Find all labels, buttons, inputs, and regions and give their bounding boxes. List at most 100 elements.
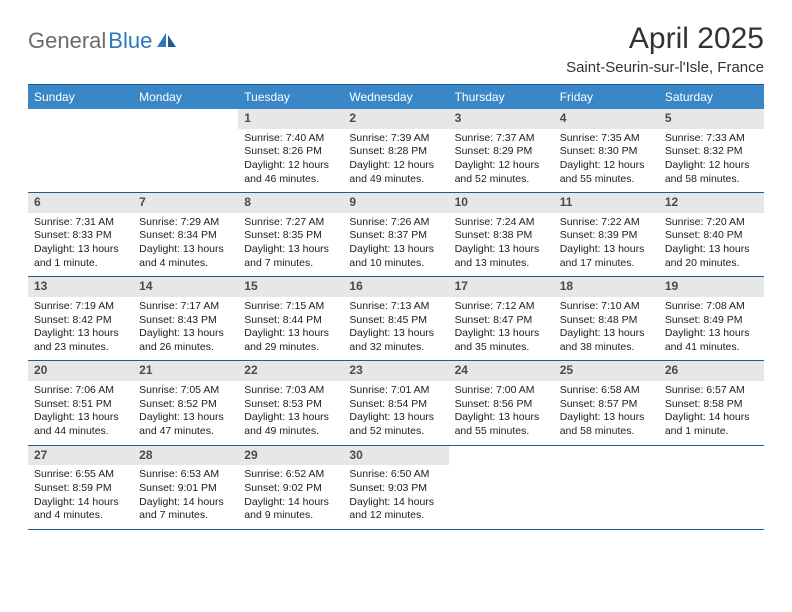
sunset-line: Sunset: 8:30 PM: [560, 145, 653, 159]
daylight-line: Daylight: 13 hours and 58 minutes.: [560, 411, 653, 438]
sunrise-line: Sunrise: 7:13 AM: [349, 300, 442, 314]
month-year-title: April 2025: [566, 22, 764, 55]
day-number: 4: [554, 109, 659, 129]
sunset-line: Sunset: 9:03 PM: [349, 482, 442, 496]
calendar-cell: 12Sunrise: 7:20 AMSunset: 8:40 PMDayligh…: [659, 193, 764, 277]
day-number: 28: [133, 446, 238, 466]
brand-text-general: General: [28, 28, 106, 54]
sunrise-line: Sunrise: 6:50 AM: [349, 468, 442, 482]
sunrise-line: Sunrise: 7:33 AM: [665, 132, 758, 146]
sunset-line: Sunset: 8:40 PM: [665, 229, 758, 243]
sunrise-line: Sunrise: 7:03 AM: [244, 384, 337, 398]
brand-text-blue: Blue: [108, 28, 152, 54]
day-number: 3: [449, 109, 554, 129]
day-number: 25: [554, 361, 659, 381]
day-header: Sunday: [28, 85, 133, 109]
calendar-page: GeneralBlue April 2025 Saint-Seurin-sur-…: [0, 0, 792, 550]
calendar-cell: 15Sunrise: 7:15 AMSunset: 8:44 PMDayligh…: [238, 277, 343, 361]
calendar-cell-empty: [449, 446, 554, 530]
day-header: Wednesday: [343, 85, 448, 109]
sunset-line: Sunset: 8:39 PM: [560, 229, 653, 243]
sunrise-line: Sunrise: 7:22 AM: [560, 216, 653, 230]
sunset-line: Sunset: 8:52 PM: [139, 398, 232, 412]
daylight-line: Daylight: 13 hours and 13 minutes.: [455, 243, 548, 270]
daylight-line: Daylight: 13 hours and 1 minute.: [34, 243, 127, 270]
day-number: 2: [343, 109, 448, 129]
page-header: GeneralBlue April 2025 Saint-Seurin-sur-…: [28, 22, 764, 76]
day-number: 16: [343, 277, 448, 297]
calendar-cell: 18Sunrise: 7:10 AMSunset: 8:48 PMDayligh…: [554, 277, 659, 361]
day-number: 29: [238, 446, 343, 466]
sunset-line: Sunset: 8:43 PM: [139, 314, 232, 328]
sunrise-line: Sunrise: 6:55 AM: [34, 468, 127, 482]
sunrise-line: Sunrise: 7:05 AM: [139, 384, 232, 398]
sunrise-line: Sunrise: 6:52 AM: [244, 468, 337, 482]
calendar-cell-empty: [659, 446, 764, 530]
calendar-cell: 26Sunrise: 6:57 AMSunset: 8:58 PMDayligh…: [659, 361, 764, 445]
calendar-cell: 25Sunrise: 6:58 AMSunset: 8:57 PMDayligh…: [554, 361, 659, 445]
calendar-cell: 17Sunrise: 7:12 AMSunset: 8:47 PMDayligh…: [449, 277, 554, 361]
sunrise-line: Sunrise: 7:06 AM: [34, 384, 127, 398]
sunrise-line: Sunrise: 7:29 AM: [139, 216, 232, 230]
daylight-line: Daylight: 12 hours and 55 minutes.: [560, 159, 653, 186]
calendar-cell: 22Sunrise: 7:03 AMSunset: 8:53 PMDayligh…: [238, 361, 343, 445]
sunrise-line: Sunrise: 7:08 AM: [665, 300, 758, 314]
sunset-line: Sunset: 8:37 PM: [349, 229, 442, 243]
daylight-line: Daylight: 14 hours and 9 minutes.: [244, 496, 337, 523]
daylight-line: Daylight: 12 hours and 52 minutes.: [455, 159, 548, 186]
sunset-line: Sunset: 8:53 PM: [244, 398, 337, 412]
calendar-cell: 19Sunrise: 7:08 AMSunset: 8:49 PMDayligh…: [659, 277, 764, 361]
daylight-line: Daylight: 13 hours and 32 minutes.: [349, 327, 442, 354]
calendar-cell: 28Sunrise: 6:53 AMSunset: 9:01 PMDayligh…: [133, 446, 238, 530]
sunrise-line: Sunrise: 7:39 AM: [349, 132, 442, 146]
day-number: 20: [28, 361, 133, 381]
sunset-line: Sunset: 9:01 PM: [139, 482, 232, 496]
sunset-line: Sunset: 8:38 PM: [455, 229, 548, 243]
calendar-cell: 3 Sunrise: 7:37 AMSunset: 8:29 PMDaylight…: [449, 109, 554, 193]
title-block: April 2025 Saint-Seurin-sur-l'Isle, Fran…: [566, 22, 764, 76]
day-number: 15: [238, 277, 343, 297]
daylight-line: Daylight: 13 hours and 23 minutes.: [34, 327, 127, 354]
sunset-line: Sunset: 8:51 PM: [34, 398, 127, 412]
daylight-line: Daylight: 13 hours and 47 minutes.: [139, 411, 232, 438]
day-header: Thursday: [449, 85, 554, 109]
calendar-cell-empty: [28, 109, 133, 193]
sunrise-line: Sunrise: 7:27 AM: [244, 216, 337, 230]
calendar-cell: 8Sunrise: 7:27 AMSunset: 8:35 PMDaylight…: [238, 193, 343, 277]
sunrise-line: Sunrise: 7:12 AM: [455, 300, 548, 314]
sunrise-line: Sunrise: 7:10 AM: [560, 300, 653, 314]
sunset-line: Sunset: 8:33 PM: [34, 229, 127, 243]
daylight-line: Daylight: 13 hours and 26 minutes.: [139, 327, 232, 354]
sunrise-line: Sunrise: 7:31 AM: [34, 216, 127, 230]
sunset-line: Sunset: 8:56 PM: [455, 398, 548, 412]
sunrise-line: Sunrise: 7:37 AM: [455, 132, 548, 146]
calendar-cell: 20 Sunrise: 7:06 AMSunset: 8:51 PMDayligh…: [28, 361, 133, 445]
sunrise-line: Sunrise: 6:53 AM: [139, 468, 232, 482]
day-number: 27: [28, 446, 133, 466]
day-number: 24: [449, 361, 554, 381]
calendar-cell: 24Sunrise: 7:00 AMSunset: 8:56 PMDayligh…: [449, 361, 554, 445]
day-header: Monday: [133, 85, 238, 109]
brand-logo: GeneralBlue: [28, 22, 178, 54]
sunset-line: Sunset: 8:28 PM: [349, 145, 442, 159]
location-subtitle: Saint-Seurin-sur-l'Isle, France: [566, 59, 764, 76]
day-number: 21: [133, 361, 238, 381]
daylight-line: Daylight: 13 hours and 17 minutes.: [560, 243, 653, 270]
calendar-cell: 1Sunrise: 7:40 AMSunset: 8:26 PMDaylight…: [238, 109, 343, 193]
daylight-line: Daylight: 13 hours and 4 minutes.: [139, 243, 232, 270]
sunrise-line: Sunrise: 7:35 AM: [560, 132, 653, 146]
day-number: 18: [554, 277, 659, 297]
sunset-line: Sunset: 8:29 PM: [455, 145, 548, 159]
day-number: 19: [659, 277, 764, 297]
sunset-line: Sunset: 8:58 PM: [665, 398, 758, 412]
day-number: 1: [238, 109, 343, 129]
daylight-line: Daylight: 13 hours and 44 minutes.: [34, 411, 127, 438]
sunset-line: Sunset: 8:26 PM: [244, 145, 337, 159]
day-number: 17: [449, 277, 554, 297]
calendar-cell: 11Sunrise: 7:22 AMSunset: 8:39 PMDayligh…: [554, 193, 659, 277]
calendar-cell: 27Sunrise: 6:55 AMSunset: 8:59 PMDayligh…: [28, 446, 133, 530]
daylight-line: Daylight: 12 hours and 46 minutes.: [244, 159, 337, 186]
daylight-line: Daylight: 13 hours and 41 minutes.: [665, 327, 758, 354]
daylight-line: Daylight: 13 hours and 29 minutes.: [244, 327, 337, 354]
daylight-line: Daylight: 13 hours and 52 minutes.: [349, 411, 442, 438]
